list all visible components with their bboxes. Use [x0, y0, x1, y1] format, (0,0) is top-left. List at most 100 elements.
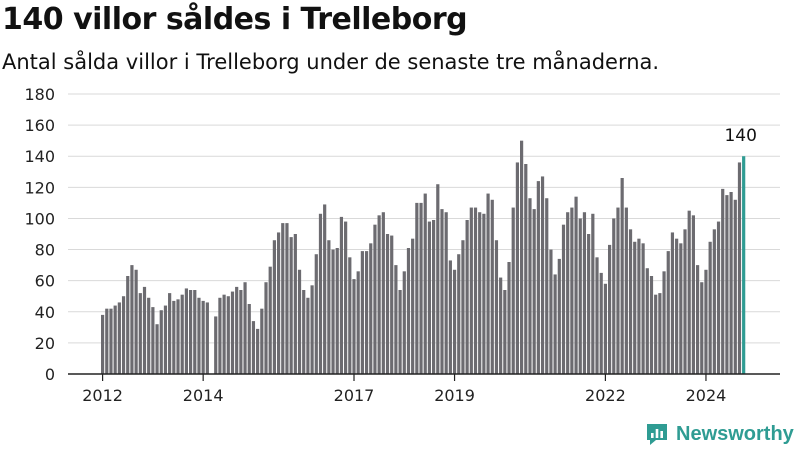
bar — [461, 240, 465, 374]
bar — [432, 220, 436, 374]
bar — [532, 209, 536, 374]
y-tick-label: 120 — [24, 178, 55, 197]
bar — [436, 184, 440, 374]
bar — [297, 269, 302, 374]
bar — [293, 234, 297, 374]
bar — [302, 290, 306, 374]
bar — [306, 297, 310, 374]
bar — [595, 257, 599, 374]
bar — [603, 283, 607, 374]
bar — [507, 262, 511, 374]
x-tick-label: 2014 — [183, 386, 224, 405]
bar — [272, 240, 276, 374]
bar — [159, 310, 163, 374]
bar — [260, 308, 264, 374]
x-tick-label: 2019 — [434, 386, 475, 405]
bar — [331, 249, 335, 374]
bar — [440, 209, 444, 374]
bar — [624, 207, 628, 374]
bar — [201, 300, 205, 374]
bar — [113, 305, 117, 374]
bar — [582, 212, 587, 374]
bar — [105, 308, 109, 374]
bar — [654, 294, 658, 374]
bar — [566, 212, 570, 374]
bar — [117, 302, 121, 374]
bar — [444, 212, 448, 374]
bar — [243, 282, 247, 374]
bar — [737, 162, 742, 374]
bar — [138, 293, 142, 374]
bar — [193, 290, 197, 374]
bar — [423, 193, 427, 374]
x-tick-label: 2012 — [82, 386, 123, 405]
bar — [348, 257, 352, 374]
y-tick-label: 100 — [24, 209, 55, 228]
bar — [545, 198, 549, 374]
bar — [574, 196, 578, 374]
bar — [147, 297, 151, 374]
bar — [327, 240, 331, 374]
bar — [285, 223, 289, 374]
bar — [708, 241, 712, 374]
bar — [478, 212, 482, 374]
bar — [670, 232, 675, 374]
bar — [268, 266, 272, 374]
bar — [390, 235, 394, 374]
bar — [415, 202, 419, 374]
bar — [524, 164, 528, 374]
bar — [616, 207, 620, 374]
bar — [733, 199, 737, 374]
bar — [419, 202, 423, 374]
y-tick-label: 0 — [45, 365, 55, 384]
bar — [121, 296, 126, 374]
y-tick-label: 140 — [24, 147, 55, 166]
x-tick-label: 2017 — [334, 386, 375, 405]
bar — [612, 218, 616, 374]
bar — [323, 204, 327, 374]
bar — [557, 258, 561, 374]
y-tick-label: 40 — [35, 303, 55, 322]
bar — [712, 229, 716, 374]
bar — [335, 248, 339, 374]
bar — [482, 213, 486, 374]
bar — [289, 237, 293, 374]
bar — [721, 188, 725, 374]
bar — [155, 324, 159, 374]
bar — [214, 316, 218, 374]
bar — [352, 279, 356, 374]
bar — [578, 218, 582, 374]
bar — [687, 210, 691, 374]
bar — [704, 269, 708, 374]
bar — [448, 260, 452, 374]
y-tick-label: 180 — [24, 85, 55, 104]
bar — [256, 328, 260, 374]
bar — [637, 238, 641, 374]
bar — [406, 248, 411, 374]
bar — [218, 297, 222, 374]
chart-title: 140 villor såldes i Trelleborg — [2, 2, 468, 37]
bar — [700, 282, 704, 374]
bar — [469, 207, 473, 374]
bar — [695, 265, 700, 374]
bar — [633, 241, 637, 374]
bar — [411, 238, 415, 374]
bar — [675, 238, 679, 374]
bar — [486, 193, 490, 374]
bar — [561, 224, 566, 374]
bar — [473, 207, 478, 374]
bar — [310, 285, 314, 374]
bar — [641, 243, 645, 374]
y-tick-label: 20 — [35, 334, 55, 353]
bar — [662, 271, 666, 374]
bar — [369, 243, 373, 374]
y-tick-label: 60 — [35, 272, 55, 291]
bar — [239, 290, 243, 374]
highlight-bar — [742, 156, 746, 374]
bar — [197, 297, 201, 374]
bar — [570, 207, 574, 374]
bar — [465, 220, 469, 374]
bar — [394, 265, 398, 374]
bar — [163, 305, 168, 374]
